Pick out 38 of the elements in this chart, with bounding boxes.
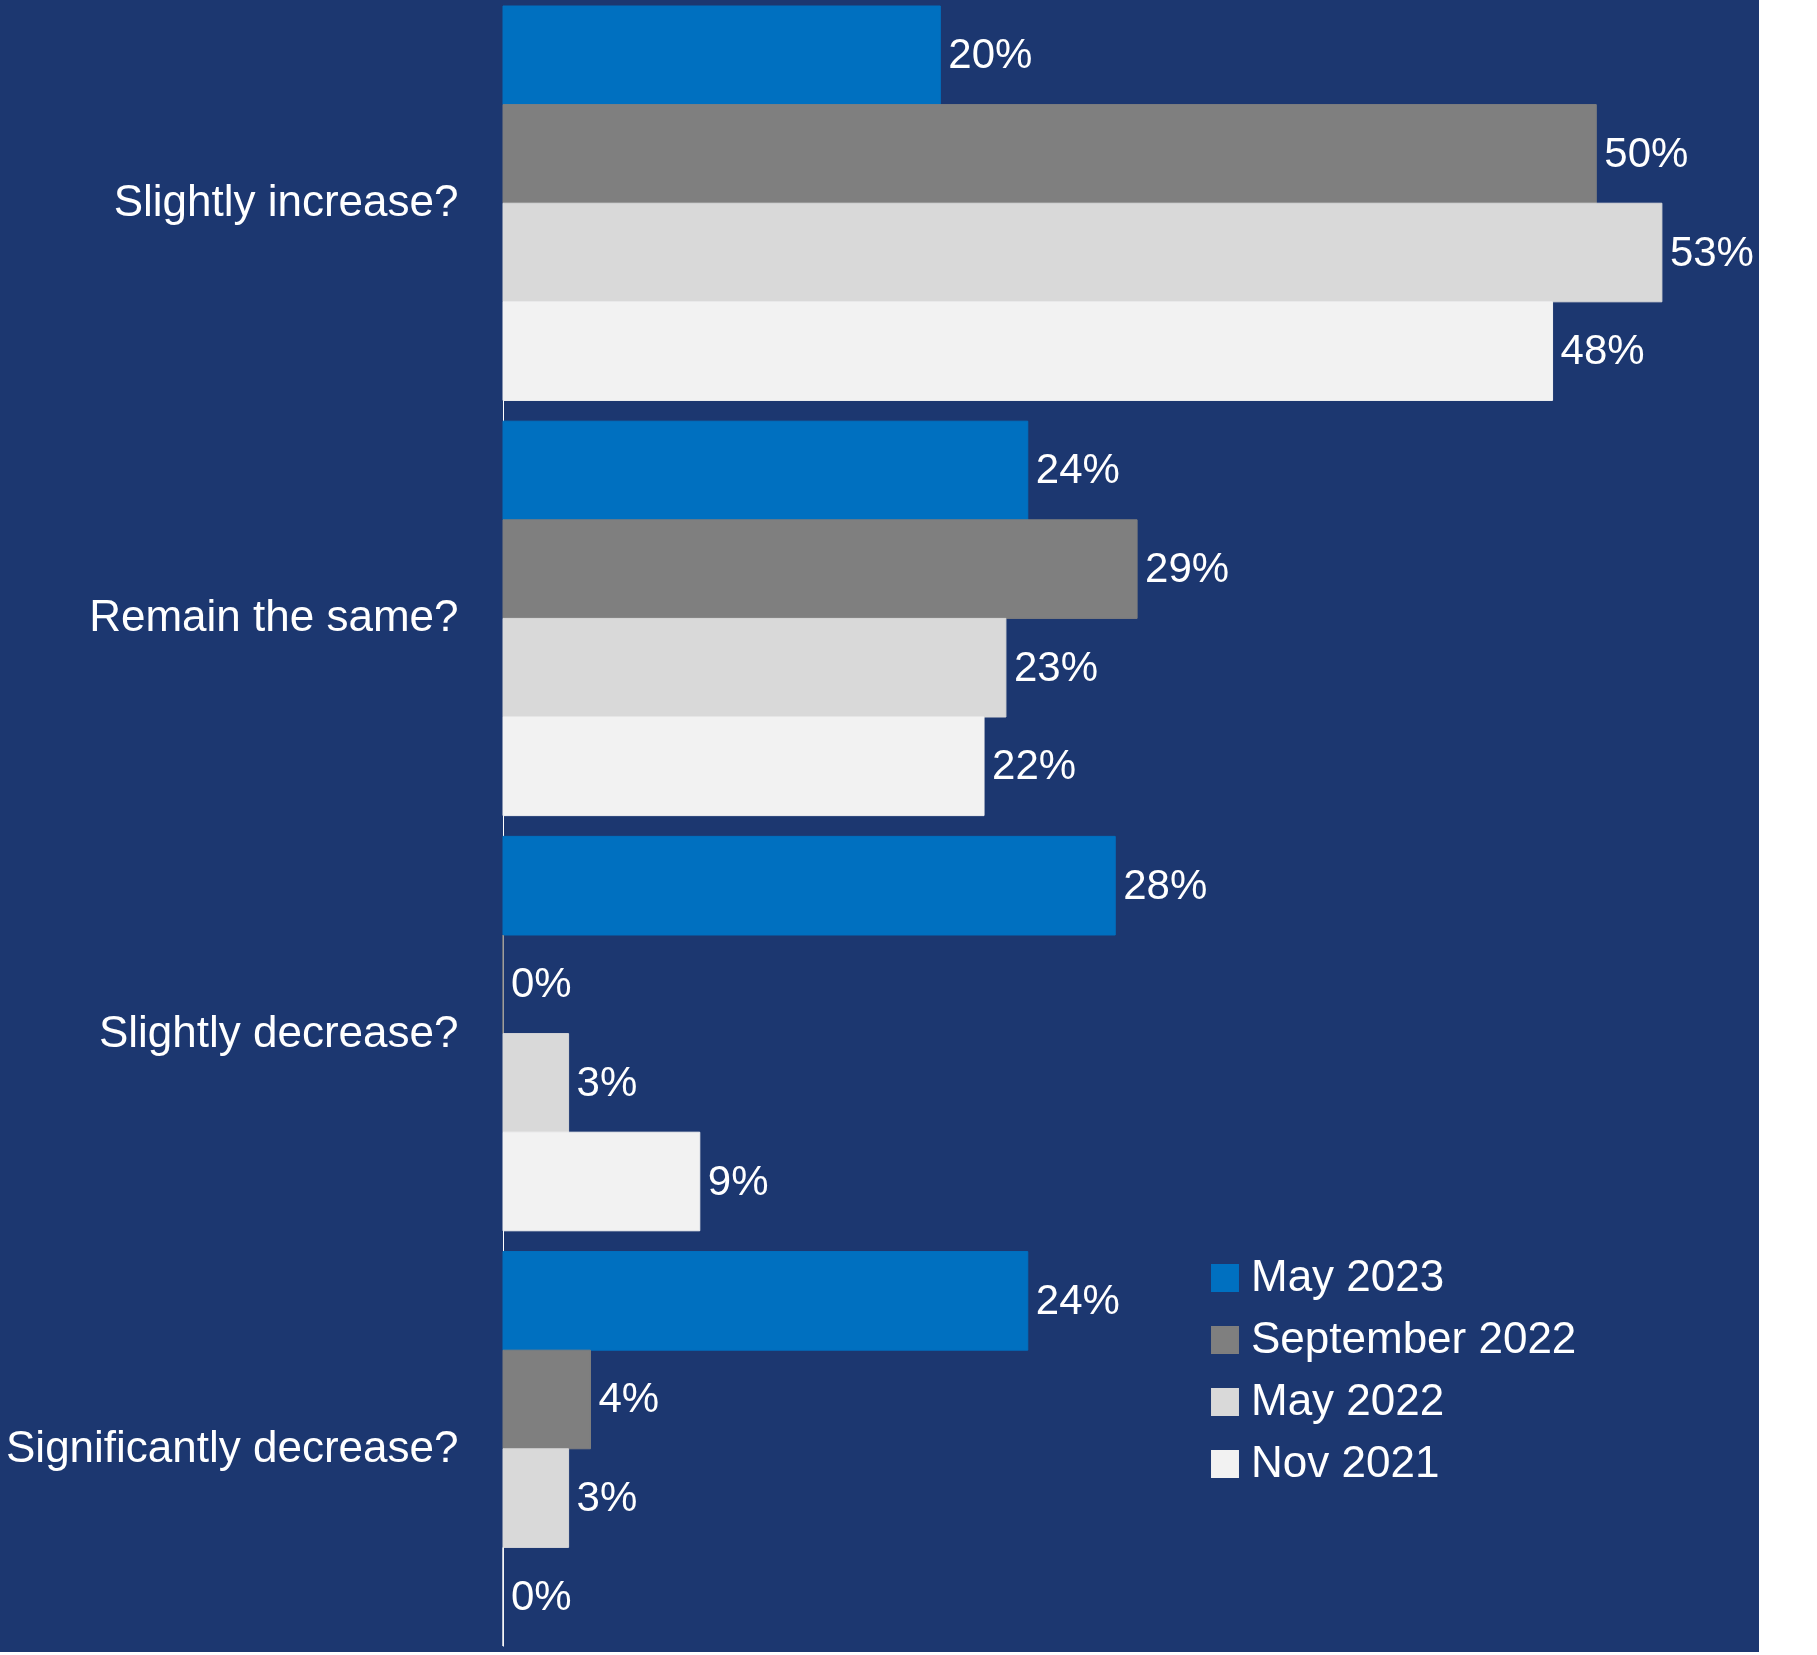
data-label: 50% bbox=[1604, 128, 1689, 176]
y-tick-label: Slightly increase? bbox=[113, 176, 459, 226]
data-label: 20% bbox=[948, 30, 1033, 78]
data-label: 3% bbox=[576, 1473, 638, 1521]
bar bbox=[502, 5, 941, 106]
bar bbox=[502, 617, 1007, 718]
data-label: 3% bbox=[576, 1057, 638, 1105]
legend-label: May 2022 bbox=[1251, 1375, 1445, 1424]
data-label: 48% bbox=[1560, 326, 1645, 374]
data-label: 29% bbox=[1145, 544, 1230, 592]
data-label: 24% bbox=[1035, 445, 1120, 493]
y-tick-label: Significantly decrease? bbox=[6, 1421, 459, 1471]
y-tick-label: Remain the same? bbox=[89, 591, 459, 641]
data-label: 53% bbox=[1669, 227, 1754, 275]
bar bbox=[502, 1131, 701, 1232]
data-label: 0% bbox=[511, 959, 572, 1007]
bar bbox=[502, 1033, 570, 1133]
legend-label: May 2023 bbox=[1251, 1251, 1445, 1300]
bar bbox=[502, 202, 1663, 303]
data-label: 0% bbox=[511, 1571, 572, 1619]
data-label: 22% bbox=[992, 741, 1077, 789]
bar bbox=[502, 1349, 591, 1450]
data-label: 24% bbox=[1035, 1275, 1120, 1323]
bar bbox=[502, 716, 985, 817]
bar bbox=[502, 104, 1597, 204]
bar bbox=[502, 1251, 1029, 1351]
bar bbox=[502, 835, 1116, 936]
legend-label: September 2022 bbox=[1251, 1313, 1577, 1362]
data-label: 9% bbox=[707, 1156, 769, 1204]
data-label: 28% bbox=[1123, 860, 1208, 908]
data-label: 23% bbox=[1013, 642, 1098, 690]
bar bbox=[502, 1448, 570, 1548]
bar bbox=[502, 519, 1138, 619]
bar bbox=[502, 420, 1029, 521]
y-tick-label: Slightly decrease? bbox=[98, 1006, 459, 1056]
bar bbox=[502, 301, 1554, 401]
data-label: 4% bbox=[598, 1374, 660, 1422]
legend-label: Nov 2021 bbox=[1251, 1437, 1440, 1486]
